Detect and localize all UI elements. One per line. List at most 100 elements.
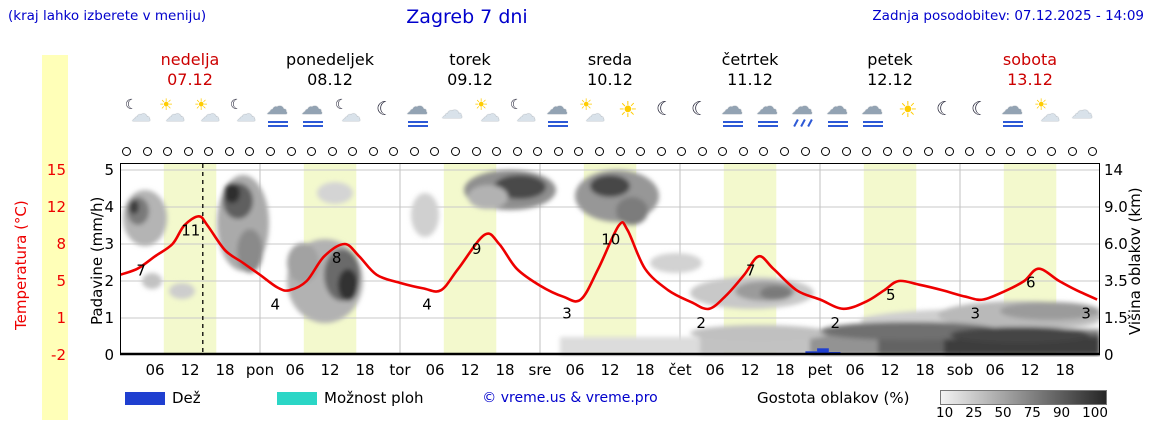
density-tick-label: 90: [1052, 405, 1071, 421]
x-tick-label: 06: [845, 361, 865, 379]
cloud-cover-marker: [533, 147, 543, 156]
sun-cloud-icon: ☀ ☁: [194, 95, 220, 126]
day-name: sobota: [1002, 50, 1058, 69]
meteogram-chart: 7 11 4 8 4 9 3 10 2 7 2 5 3 6 3: [119, 163, 1102, 357]
day-date: 09.12: [447, 70, 493, 89]
cloud-cover-marker: [738, 147, 748, 156]
cloud-cover-marker: [451, 147, 460, 156]
day-name: nedelja: [160, 50, 220, 69]
cloud-cover-marker: [1088, 147, 1098, 156]
svg-text:10: 10: [601, 231, 620, 249]
cloud-cover-marker: [1026, 147, 1036, 156]
day-icons: ☁ ☀ ☁ ☀ ☾: [540, 97, 680, 139]
cloud-cover-marker: [368, 147, 378, 156]
day-header: četrtek 11.12: [680, 50, 820, 90]
day-header: ponedeljek 08.12: [260, 50, 400, 90]
cloud-height-tick: 9.0: [1104, 198, 1128, 216]
rain-icon: ☁: [401, 97, 434, 131]
x-day-label: čet: [668, 361, 692, 379]
cloud-height-tick: 0: [1104, 346, 1114, 364]
density-tick-label: 75: [1023, 405, 1041, 421]
cloud-moon-icon: ☾ ☁: [335, 97, 361, 126]
last-update: Zadnja posodobitev: 07.12.2025 - 14:09: [872, 8, 1144, 24]
weather-icons-row: ☾ ☁ ☀ ☁ ☀ ☁ ☾ ☁ ☁ ☁ ☾ ☁ ☾ ☁ ☁ ☀ ☁ ☾ ☁ ☁ ☀ ☁ ☀ ☾ ☾ ☁ ☁ ☁ ☁ ☁ ☀ ☾ ☾ ☁ ☀ ☁ ☁: [120, 97, 1100, 139]
svg-text:9: 9: [472, 240, 482, 258]
precip-tick: 5: [104, 161, 114, 179]
svg-text:7: 7: [136, 261, 146, 279]
x-tick-label: 06: [705, 361, 725, 379]
day-headers: nedelja 07.12 ponedeljek 08.12 torek 09.12 sre…: [120, 50, 1100, 96]
cloud-height-tick: 14: [1104, 161, 1124, 179]
cloud-moon-icon: ☾ ☁: [125, 97, 151, 126]
cloud-cover-marker: [1006, 147, 1016, 156]
rain-icon: ☁: [541, 97, 574, 131]
cloud-cover-marker: [923, 147, 933, 156]
svg-text:8: 8: [332, 249, 342, 267]
cloud-density-label: Gostota oblakov (%): [757, 389, 910, 407]
x-tick-label: 12: [180, 361, 200, 379]
cloud-icon: ☁: [1071, 99, 1093, 124]
x-tick-label: 18: [775, 361, 795, 379]
rain-icon: ☁: [261, 97, 294, 131]
rain-icon: ☁: [296, 97, 329, 131]
x-tick-label: 18: [495, 361, 515, 379]
svg-text:4: 4: [271, 295, 281, 313]
density-tick-label: 100: [1082, 405, 1108, 421]
x-tick-label: 12: [740, 361, 760, 379]
sun-cloud-icon: ☀ ☁: [579, 95, 605, 126]
precip-tick: 1: [104, 309, 114, 327]
day-icons: ☁ ☁ ☀ ☾: [820, 97, 960, 139]
cloud-cover-marker: [903, 147, 913, 156]
showers-icon: ☁: [786, 97, 819, 131]
x-tick-label: 18: [355, 361, 375, 379]
cloud-cover-marker: [821, 147, 831, 156]
cloud-cover-marker: [204, 147, 214, 156]
cloud-cover-marker: [471, 147, 481, 156]
showers-legend-label: Možnost ploh: [324, 389, 424, 407]
cloud-cover-marker: [862, 147, 872, 156]
cloud-cover-marker: [1067, 147, 1077, 156]
svg-text:5: 5: [886, 286, 896, 304]
cloud-cover-marker: [307, 147, 317, 156]
copyright-link[interactable]: © vreme.us & vreme.pro: [482, 390, 658, 406]
temp-tick: 8: [56, 235, 66, 253]
cloud-height-tick: 6.0: [1104, 235, 1128, 253]
density-tick-label: 50: [994, 405, 1012, 421]
cloud-cover-marker: [965, 147, 975, 156]
cloud-cover-marker: [409, 147, 419, 156]
cloud-cover-marker: [286, 147, 296, 156]
day-name: četrtek: [721, 50, 779, 69]
x-day-label: tor: [389, 361, 411, 379]
rain-legend-swatch: [125, 392, 165, 405]
day-header: sobota 13.12: [960, 50, 1100, 90]
temp-tick: -2: [51, 346, 66, 364]
sun-cloud-icon: ☀ ☁: [474, 95, 500, 126]
x-tick-label: 06: [425, 361, 445, 379]
cloud-cover-marker: [882, 147, 892, 156]
svg-text:2: 2: [696, 314, 706, 332]
temp-tick: 1: [56, 309, 66, 327]
cloud-cover-marker: [718, 147, 728, 156]
density-tick-label: 25: [965, 405, 983, 421]
rain-icon: ☁: [856, 97, 889, 131]
x-day-label: pet: [807, 361, 833, 379]
precip-tick: 4: [104, 198, 114, 216]
precip-tick: 3: [104, 235, 114, 253]
cloud-cover-marker: [142, 147, 152, 156]
temp-tick: 15: [46, 161, 66, 179]
rain-legend-label: Dež: [172, 389, 201, 407]
x-tick-label: 06: [565, 361, 585, 379]
cloud-cover-marker: [389, 147, 399, 156]
cloud-cover-marker: [594, 147, 604, 156]
cloud-height-tick: 3.5: [1104, 272, 1128, 290]
temp-tick: 12: [46, 198, 66, 216]
x-day-label: pon: [245, 361, 275, 379]
cloud-cover-marker: [1047, 147, 1057, 156]
cloud-cover-marker: [759, 147, 769, 156]
day-name: sreda: [587, 50, 633, 69]
cloud-cover-marker: [553, 147, 563, 156]
svg-text:11: 11: [181, 221, 200, 239]
cloud-cover-marker: [224, 147, 234, 156]
cloud-cover-marker: [656, 147, 666, 156]
